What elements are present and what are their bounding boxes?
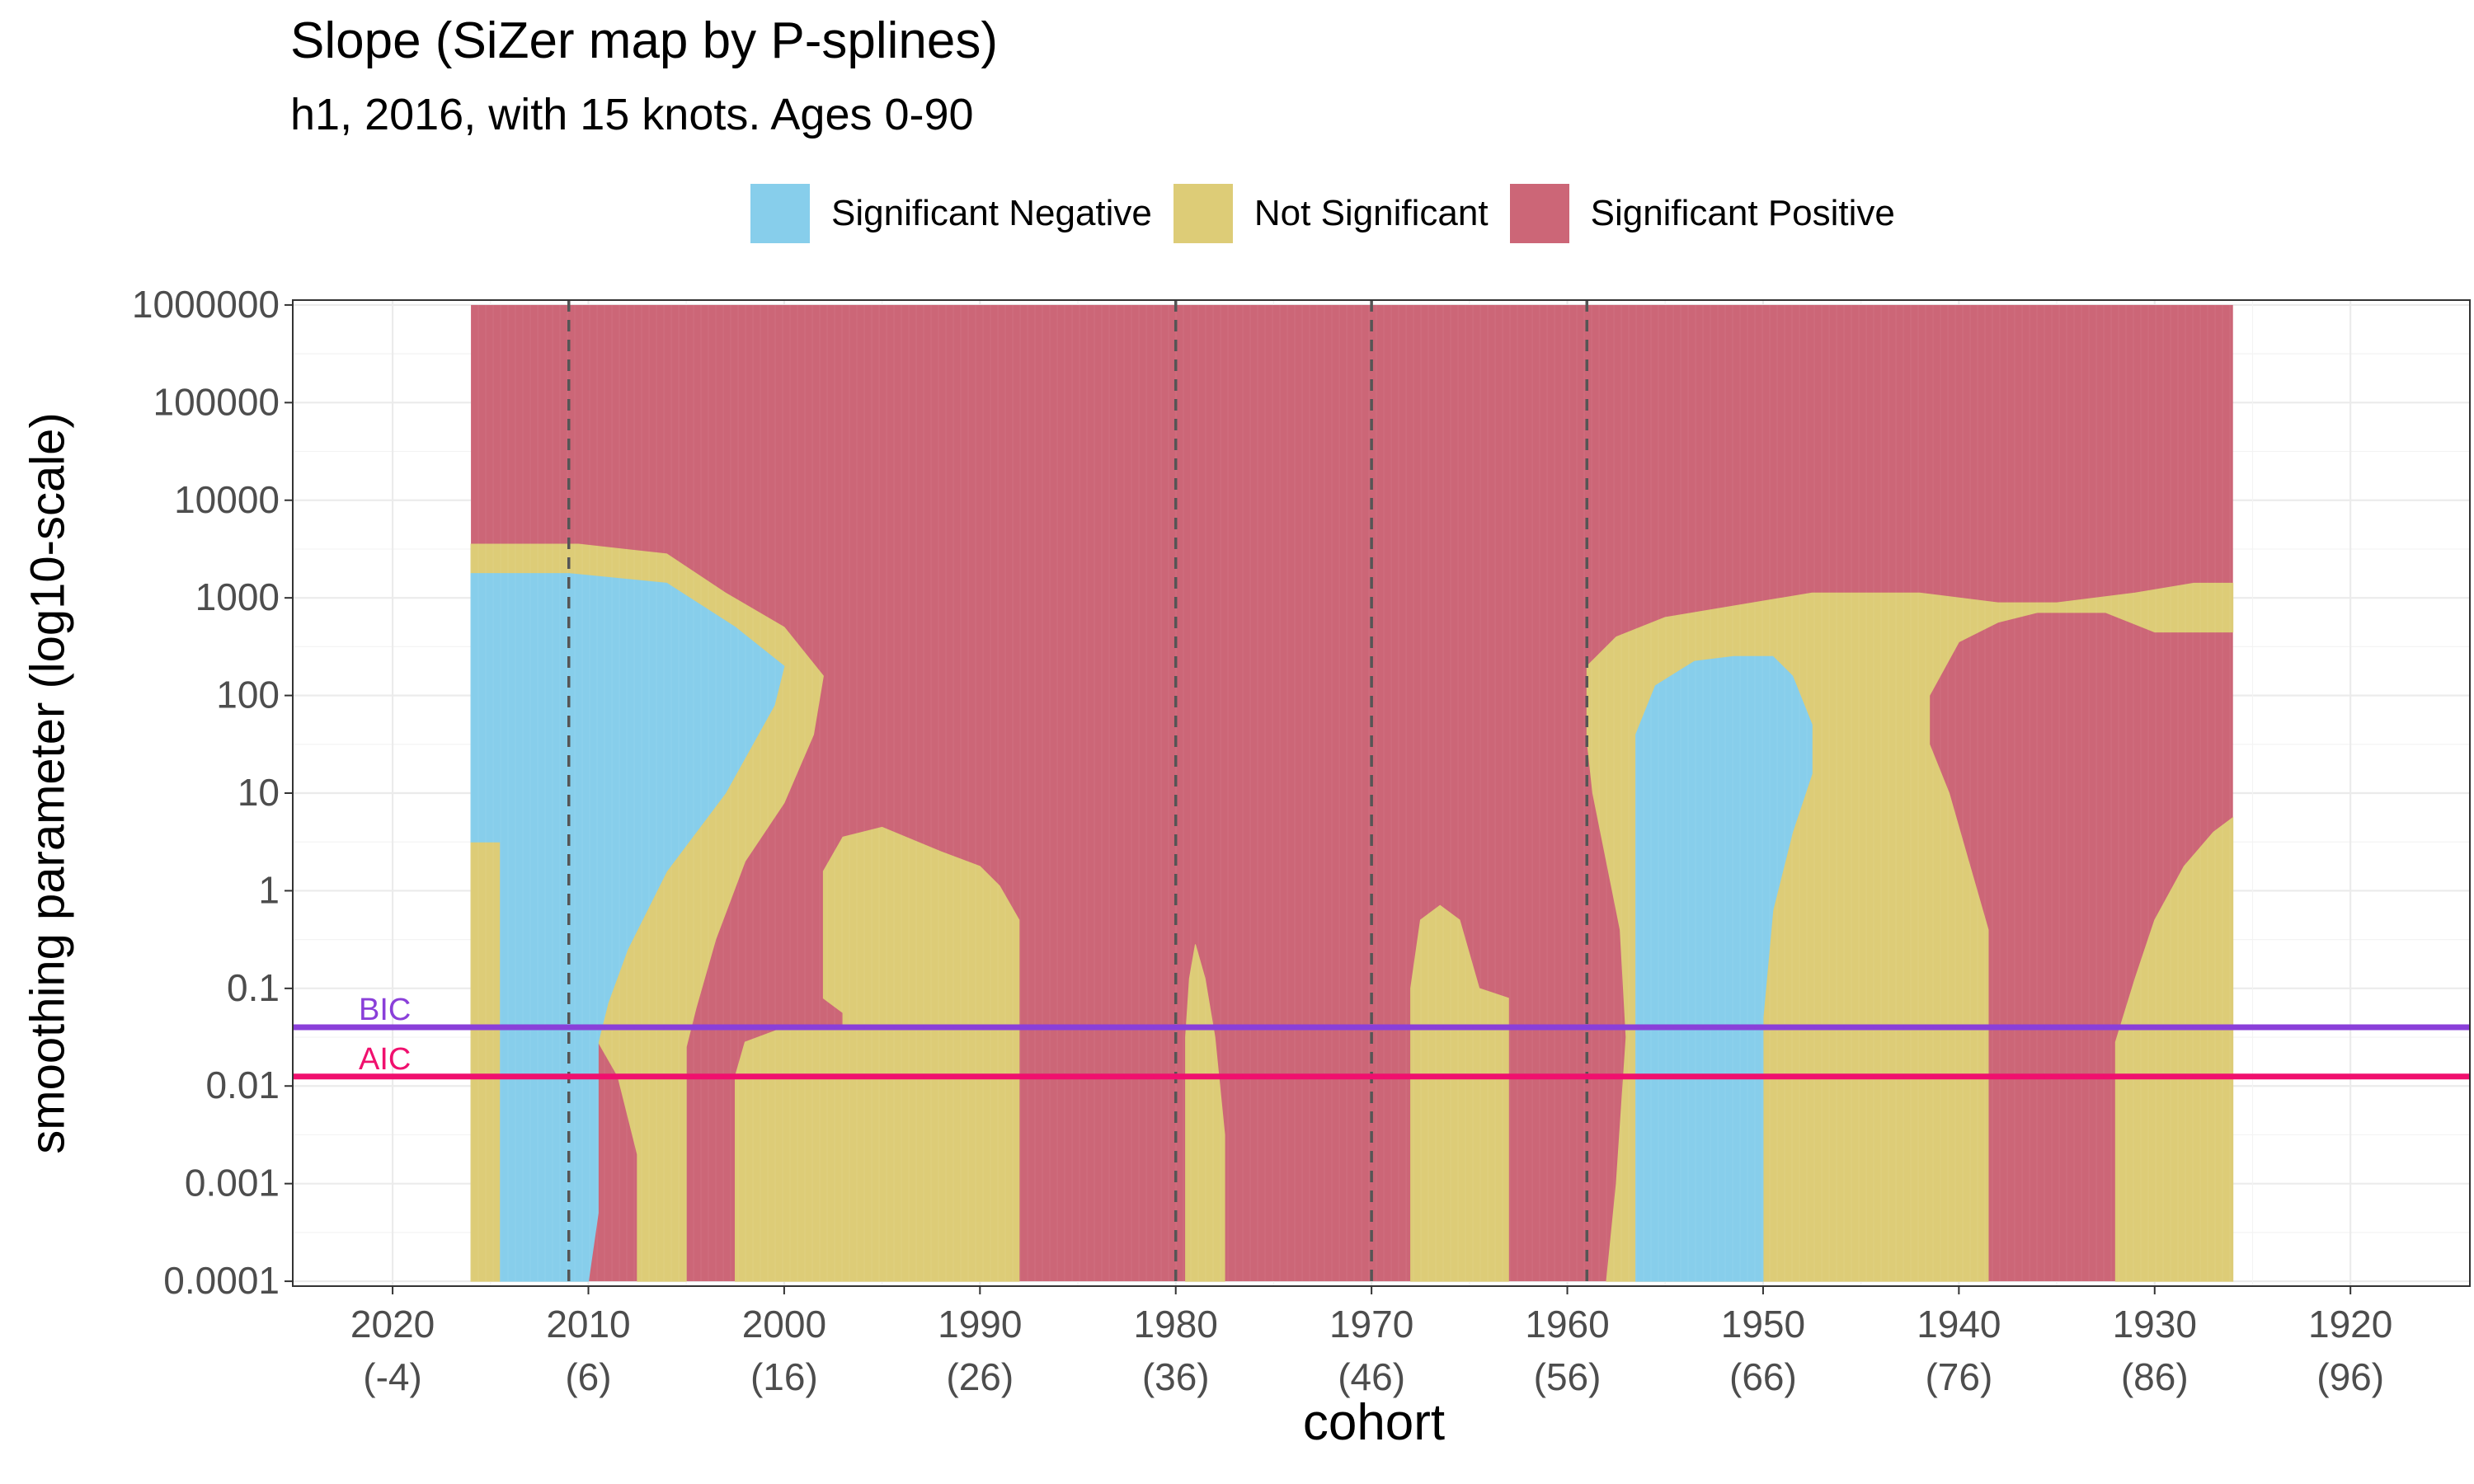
legend-key-pos [1509, 184, 1569, 243]
criterion-hlines: BIC AIC [293, 993, 2470, 1080]
y-tick-label: 1 [258, 868, 280, 911]
chart-subtitle: h1, 2016, with 15 knots. Ages 0-90 [290, 90, 974, 139]
x-tick-label: 2020 [350, 1303, 435, 1345]
x-tick-label: 1950 [1721, 1303, 1805, 1345]
y-axis: 1000000 100000 10000 1000 100 10 1 0.1 0.01 0.001… [132, 283, 293, 1302]
y-tick-label: 100 [216, 674, 280, 716]
y-tick-label: 1000000 [132, 283, 280, 326]
x-tick-label: 2010 [546, 1303, 630, 1345]
y-tick-label: 0.01 [205, 1064, 280, 1106]
x-tick-sublabel: (26) [946, 1355, 1014, 1398]
legend-key-neg [750, 184, 810, 243]
y-tick-label: 0.1 [227, 966, 280, 1009]
x-tick-sublabel: (76) [1925, 1355, 1992, 1398]
x-axis: 2020 (-4) 2010 (6) 2000 (16) 1990 (26) 1980 (36) 1… [350, 1286, 2392, 1398]
legend: Significant Negative Not Significant Sig… [750, 183, 1917, 244]
x-tick-sublabel: (66) [1729, 1355, 1797, 1398]
y-tick-label: 0.001 [185, 1162, 280, 1205]
legend-label-pos: Significant Positive [1590, 193, 1895, 233]
hline-label-bic: BIC [359, 993, 411, 1027]
reference-vlines [567, 300, 1589, 1286]
x-tick-sublabel: (86) [2121, 1355, 2189, 1398]
region-not-significant [735, 826, 1020, 1282]
x-tick-label: 1930 [2113, 1303, 2197, 1345]
heatmap-regions [470, 304, 2234, 1282]
x-tick-label: 1970 [1329, 1303, 1413, 1345]
y-tick-label: 10 [238, 771, 280, 814]
y-tick-label: 100000 [153, 380, 280, 423]
chart-title: Slope (SiZer map by P-splines) [290, 12, 998, 69]
x-tick-label: 1920 [2308, 1303, 2392, 1345]
region-not-significant [1410, 904, 1509, 1282]
legend-key-ns [1173, 184, 1233, 243]
x-tick-label: 1990 [938, 1303, 1022, 1345]
region-significant-negative [470, 573, 785, 1282]
x-tick-label: 1960 [1525, 1303, 1609, 1345]
legend-label-ns: Not Significant [1253, 193, 1489, 233]
y-tick-label: 1000 [195, 575, 280, 618]
legend-item-ns: Not Significant [1173, 184, 1489, 243]
x-tick-sublabel: (46) [1338, 1355, 1405, 1398]
x-tick-sublabel: (56) [1534, 1355, 1602, 1398]
x-axis-label: cohort [1302, 1394, 1446, 1451]
x-tick-label: 2000 [742, 1303, 826, 1345]
x-tick-sublabel: (16) [750, 1355, 818, 1398]
y-axis-label: smoothing parameter (log10-scale) [21, 412, 75, 1154]
x-tick-label: 1980 [1134, 1303, 1218, 1345]
x-tick-label: 1940 [1917, 1303, 2001, 1345]
x-tick-sublabel: (36) [1142, 1355, 1210, 1398]
hline-label-aic: AIC [359, 1042, 411, 1077]
x-tick-sublabel: (-4) [363, 1355, 422, 1398]
region-not-significant [2114, 816, 2234, 1282]
legend-item-neg: Significant Negative [750, 184, 1152, 243]
legend-item-pos: Significant Positive [1509, 184, 1895, 243]
legend-label-neg: Significant Negative [831, 193, 1152, 233]
x-tick-sublabel: (6) [565, 1355, 611, 1398]
y-tick-label: 10000 [174, 478, 280, 521]
region-significant-negative [1635, 655, 1813, 1282]
y-tick-label: 0.0001 [163, 1259, 280, 1302]
x-tick-sublabel: (96) [2316, 1355, 2384, 1398]
